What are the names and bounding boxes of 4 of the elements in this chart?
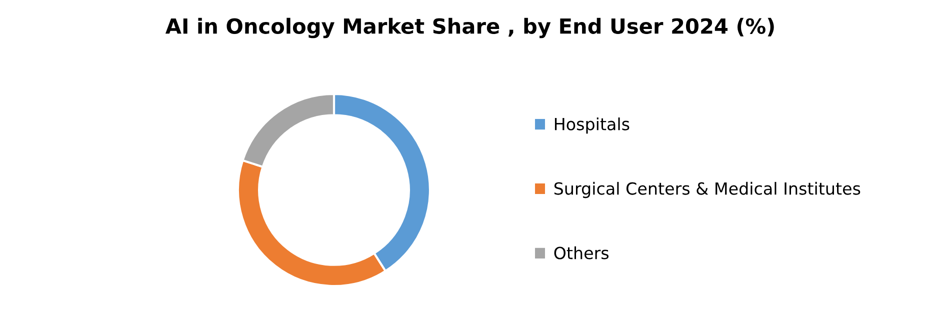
legend-label: Hospitals (554, 117, 630, 134)
chart-title: AI in Oncology Market Share , by End User 2024 (%) (165, 18, 774, 38)
legend-label: Surgical Centers & Medical Institutes (554, 182, 860, 198)
legend-label: Others (554, 246, 609, 260)
